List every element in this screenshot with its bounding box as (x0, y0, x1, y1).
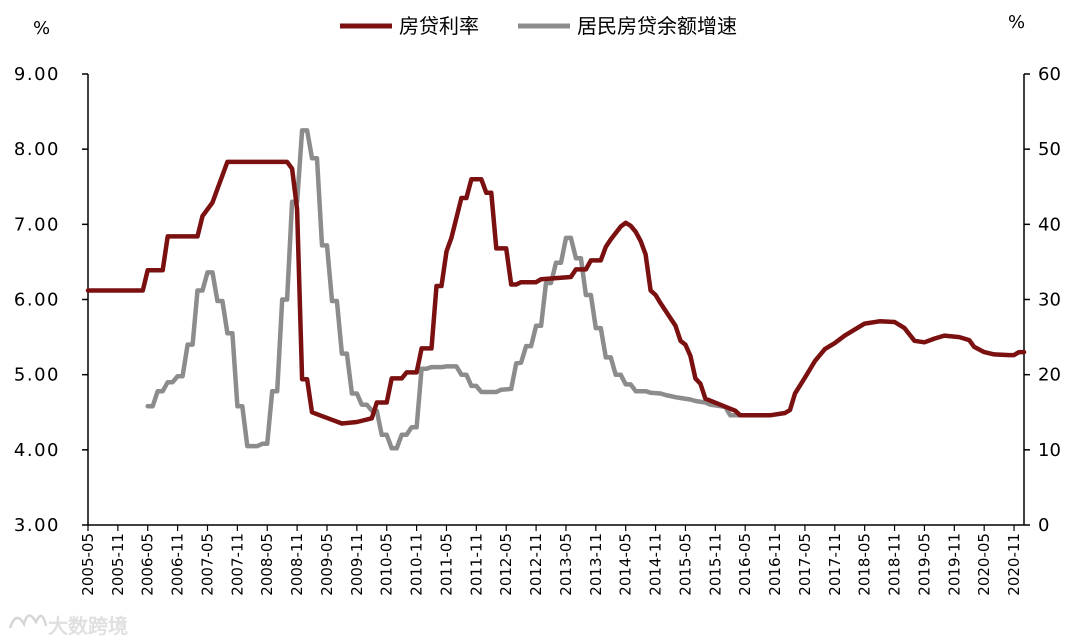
axes (87, 74, 1025, 526)
x-tick-label: 2020-11 (1005, 533, 1023, 596)
right-tick-label: 30 (1038, 290, 1061, 311)
left-axis-ticks: 3.00 4.00 5.00 6.00 7.00 8.00 9.00 (14, 64, 88, 536)
right-tick-label: 0 (1038, 515, 1049, 536)
left-tick-label: 3.00 (14, 515, 60, 536)
x-tick-label: 2019-05 (915, 533, 933, 596)
right-axis-unit: % (1008, 12, 1025, 33)
x-tick-label: 2020-05 (975, 533, 993, 596)
x-tick-label: 2010-11 (408, 533, 426, 596)
left-tick-label: 9.00 (14, 64, 60, 85)
left-tick-label: 8.00 (14, 139, 60, 160)
x-tick-label: 2015-05 (676, 533, 694, 596)
left-axis-unit: % (33, 18, 50, 39)
x-tick-label: 2017-05 (796, 533, 814, 596)
right-tick-label: 40 (1038, 214, 1061, 235)
x-tick-label: 2006-05 (139, 533, 157, 596)
x-axis-ticks: 2005-05 2005-11 2006-05 2006-11 2007-05 2007-… (79, 525, 1023, 596)
watermark-logo: 大数跨境 (8, 614, 128, 638)
left-tick-label: 7.00 (14, 214, 60, 235)
x-tick-label: 2005-11 (109, 533, 127, 596)
x-tick-label: 2008-11 (288, 533, 306, 596)
x-tick-label: 2011-11 (467, 533, 485, 596)
x-tick-label: 2010-05 (378, 533, 396, 596)
x-tick-label: 2014-05 (617, 533, 635, 596)
watermark-logo-mark (8, 614, 48, 629)
right-axis-ticks: 0 10 20 30 40 50 60 (1024, 64, 1061, 536)
legend: 房贷利率 居民房贷余额增速 (340, 14, 737, 38)
legend-label-mortgage-rate: 房贷利率 (399, 14, 479, 38)
x-tick-label: 2017-11 (826, 533, 844, 596)
x-tick-label: 2012-05 (497, 533, 515, 596)
left-tick-label: 5.00 (14, 365, 60, 386)
x-tick-label: 2016-11 (766, 533, 784, 596)
x-tick-label: 2005-05 (79, 533, 97, 596)
x-tick-label: 2011-05 (437, 533, 455, 596)
right-tick-label: 50 (1038, 139, 1061, 160)
x-tick-label: 2007-05 (198, 533, 216, 596)
right-tick-label: 20 (1038, 365, 1061, 386)
x-tick-label: 2009-11 (348, 533, 366, 596)
series-line-mortgage-rate (85, 159, 1027, 426)
x-tick-label: 2018-05 (856, 533, 874, 596)
x-tick-label: 2013-11 (587, 533, 605, 596)
x-tick-label: 2009-05 (318, 533, 336, 596)
legend-label-loan-growth: 居民房贷余额增速 (577, 14, 737, 38)
watermark-logo-text: 大数跨境 (48, 614, 128, 638)
x-tick-label: 2006-11 (169, 533, 187, 596)
x-tick-label: 2016-05 (736, 533, 754, 596)
right-tick-label: 60 (1038, 64, 1061, 85)
series-line-loan-growth (145, 128, 748, 451)
x-tick-label: 2007-11 (228, 533, 246, 596)
left-tick-label: 6.00 (14, 290, 60, 311)
right-tick-label: 10 (1038, 440, 1061, 461)
series-layer (85, 128, 1027, 451)
x-tick-label: 2013-05 (557, 533, 575, 596)
left-tick-label: 4.00 (14, 440, 60, 461)
x-tick-label: 2008-05 (258, 533, 276, 596)
x-tick-label: 2014-11 (647, 533, 665, 596)
x-tick-label: 2018-11 (886, 533, 904, 596)
x-tick-label: 2019-11 (945, 533, 963, 596)
x-tick-label: 2015-11 (706, 533, 724, 596)
x-tick-label: 2012-11 (527, 533, 545, 596)
